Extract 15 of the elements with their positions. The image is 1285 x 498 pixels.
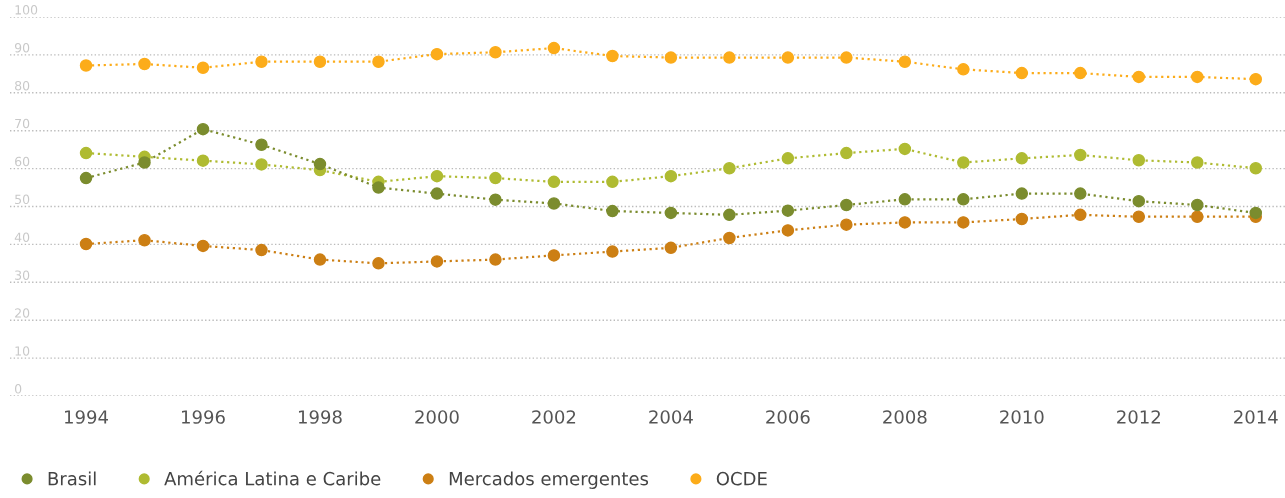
- x-tick-label: 2008: [883, 410, 927, 424]
- legend-label: América Latina e Caribe: [164, 470, 381, 486]
- x-tick-label: 2010: [1000, 410, 1044, 424]
- x-tick-label: 2014: [1234, 410, 1278, 424]
- x-tick-label: 2004: [649, 410, 693, 424]
- x-tick-label: 1998: [298, 410, 342, 424]
- x-tick-label: 1994: [65, 410, 108, 424]
- legend-label: Brasil: [48, 471, 96, 486]
- x-tick-label: 2000: [415, 410, 459, 424]
- legend-label: OCDE: [716, 471, 767, 486]
- x-tick-label: 2012: [1117, 410, 1160, 424]
- legend-label: Mercados emergentes: [449, 471, 649, 489]
- x-tick-label: 2002: [532, 410, 576, 424]
- x-tick-label: 1996: [182, 410, 225, 424]
- x-tick-label: 2006: [766, 410, 810, 424]
